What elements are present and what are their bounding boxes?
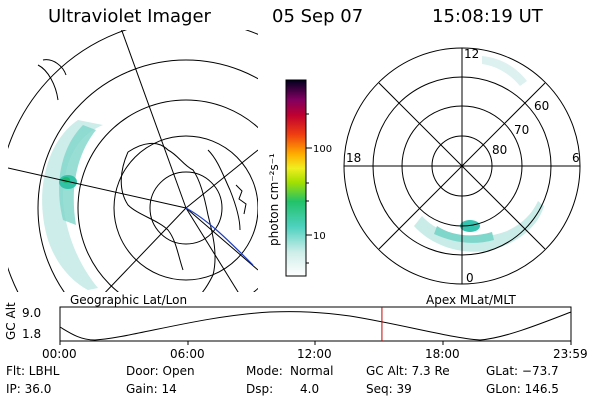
- altitude-xtick-1800: 18:00: [425, 347, 460, 361]
- polar-lat-label-70: 70: [514, 123, 529, 137]
- altitude-xtick-2359: 23:59: [553, 347, 588, 361]
- polar-mlt-label-18: 18: [346, 151, 361, 165]
- door-label: Door: Open: [126, 364, 195, 378]
- glat-label: GLat: −73.7: [486, 364, 559, 378]
- altitude-ytick-9: 9.0: [22, 306, 41, 320]
- date-label: 05 Sep 07: [272, 6, 364, 27]
- mode-label: Mode:: [246, 364, 283, 378]
- altitude-ytick-1.8: 1.8: [22, 327, 41, 341]
- intensity-colorbar: 100 10 photon cm⁻²s⁻¹: [267, 79, 332, 277]
- geographic-map-title: Geographic Lat/Lon: [70, 293, 188, 307]
- polar-mlt-label-6: 6: [572, 151, 580, 165]
- instrument-title: Ultraviolet Imager: [48, 6, 211, 27]
- dsp-label: Dsp:: [246, 382, 274, 396]
- mode-value: Normal: [290, 364, 334, 378]
- filter-label: Flt: LBHL: [6, 364, 60, 378]
- sequence-label: Seq: 39: [366, 382, 412, 396]
- altitude-xtick-0000: 00:00: [42, 347, 77, 361]
- gc-altitude-label: GC Alt: 7.3 Re: [366, 364, 450, 378]
- altitude-xtick-0600: 06:00: [170, 347, 205, 361]
- altitude-xtick-1200: 12:00: [297, 347, 332, 361]
- apex-map-title: Apex MLat/MLT: [426, 293, 516, 307]
- altitude-curve: [59, 311, 572, 341]
- polar-lat-label-60: 60: [534, 99, 549, 113]
- colorbar-tick-10: 10: [313, 231, 326, 242]
- dsp-value: 4.0: [300, 382, 320, 396]
- polar-mlt-map: 60 70 80 12 18 6 0: [343, 47, 581, 285]
- aurora-emission-right: [414, 56, 544, 252]
- polar-mlt-label-12: 12: [464, 47, 479, 61]
- glon-label: GLon: 146.5: [486, 382, 559, 396]
- polar-lat-label-80: 80: [492, 143, 507, 157]
- ip-label: IP: 36.0: [6, 382, 52, 396]
- altitude-plot: GC Alt 9.0 1.8 00:00 06:00 12:00 18:00 2…: [4, 302, 588, 361]
- altitude-ylabel: GC Alt: [4, 302, 18, 340]
- gain-label: Gain: 14: [126, 382, 177, 396]
- geographic-map: [8, 30, 258, 292]
- polar-mlt-label-0: 0: [466, 271, 474, 285]
- colorbar-tick-100: 100: [313, 144, 332, 155]
- colorbar-units-label: photon cm⁻²s⁻¹: [267, 153, 281, 246]
- time-label: 15:08:19 UT: [432, 6, 543, 27]
